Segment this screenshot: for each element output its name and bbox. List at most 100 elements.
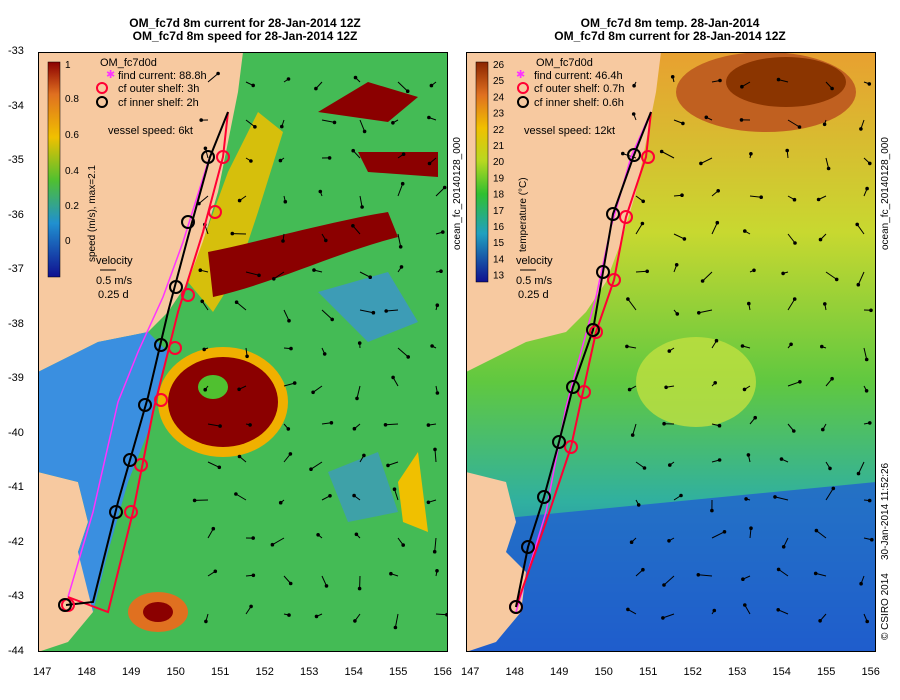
velocity-arrow-icon <box>434 449 437 463</box>
arrow-head-icon <box>776 567 781 572</box>
arrow-head-icon <box>816 197 821 202</box>
arrow-head-icon <box>202 347 206 352</box>
arrow-head-icon <box>662 421 666 426</box>
velocity-arrow-icon <box>273 271 285 280</box>
arrow-head-icon <box>237 454 242 459</box>
right-run-id: ocean_fc_20140128_000 <box>880 137 891 250</box>
arrow-head-icon <box>675 312 680 316</box>
outer-shelf-track-right <box>515 111 652 608</box>
arrow-head-icon <box>203 146 208 151</box>
speed-tick-06: 0.6 <box>65 130 79 141</box>
arrow-head-icon <box>749 526 753 531</box>
arrow-head-icon <box>781 545 786 549</box>
left-legend-inner: cf inner shelf: 2h <box>118 97 199 109</box>
arrow-head-icon <box>322 352 327 356</box>
velocity-arrow-icon <box>435 613 447 616</box>
arrow-head-icon <box>392 487 397 492</box>
velocity-arrow-icon <box>359 119 366 132</box>
left-run-id: ocean_fc_20140128_000 <box>452 137 463 250</box>
x-tick-label: 150 <box>594 666 613 678</box>
arrow-head-icon <box>272 277 276 281</box>
arrow-head-icon <box>245 354 249 359</box>
x-tick-label: 148 <box>505 666 524 678</box>
arrow-head-icon <box>399 265 404 269</box>
temperature-tick: 19 <box>493 173 505 184</box>
arrow-head-icon <box>759 195 764 199</box>
inner-shelf-marker-icon <box>96 96 108 108</box>
arrow-head-icon <box>406 355 411 359</box>
arrow-head-icon <box>753 415 758 420</box>
velocity-arrow-icon <box>359 271 371 278</box>
velocity-arrow-icon <box>272 537 285 546</box>
right-title-line2: OM_fc7d 8m current for 28-Jan-2014 12Z <box>554 29 786 43</box>
arrow-head-icon <box>249 604 253 609</box>
velocity-arrow-icon <box>283 309 290 321</box>
right-velocity-scale: 0.5 m/s <box>516 275 553 287</box>
arrow-head-icon <box>859 581 863 586</box>
temperature-tick: 17 <box>493 206 505 217</box>
arrow-head-icon <box>818 619 822 623</box>
left-title-line1: OM_fc7d 8m current for 28-Jan-2014 12Z <box>129 16 361 30</box>
arrow-head-icon <box>318 189 323 194</box>
speed-tick-1: 1 <box>65 60 71 71</box>
arrow-head-icon <box>831 486 836 491</box>
arrow-head-icon <box>626 607 630 612</box>
inner-shelf-track <box>65 111 229 606</box>
speed-tick-02: 0.2 <box>65 201 79 212</box>
outer-shelf-marker-icon <box>96 82 108 94</box>
arrow-head-icon <box>352 493 356 498</box>
x-tick-label: 149 <box>122 666 141 678</box>
arrow-head-icon <box>353 75 358 80</box>
arrow-head-icon <box>667 349 672 353</box>
temperature-tick: 14 <box>493 254 505 265</box>
velocity-arrow-icon <box>749 195 762 198</box>
right-legend: OM_fc7d0d ✱ find current: 46.4h cf outer… <box>516 57 625 301</box>
right-title-line1: OM_fc7d 8m temp. 28-Jan-2014 <box>580 16 760 30</box>
arrow-head-icon <box>216 71 220 76</box>
velocity-arrow-icon <box>236 301 247 311</box>
arrow-head-icon <box>351 148 356 153</box>
arrow-head-icon <box>198 268 203 272</box>
x-tick-label: 152 <box>683 666 702 678</box>
arrow-head-icon <box>432 549 437 554</box>
arrow-head-icon <box>630 433 635 437</box>
x-tick-label: 155 <box>389 666 408 678</box>
arrow-head-icon <box>429 83 434 88</box>
arrow-head-icon <box>739 118 744 122</box>
arrow-head-icon <box>746 453 751 457</box>
arrow-head-icon <box>286 77 291 81</box>
left-velocity-label: velocity <box>96 255 133 267</box>
right-velocity-label: velocity <box>516 255 553 267</box>
arrow-head-icon <box>237 387 241 392</box>
right-vessel-speed: vessel speed: 12kt <box>524 125 615 137</box>
x-tick-label: 148 <box>77 666 96 678</box>
arrow-head-icon <box>869 308 873 313</box>
arrow-head-icon <box>640 221 645 226</box>
arrow-head-icon <box>192 498 197 503</box>
arrow-head-icon <box>821 427 825 432</box>
arrow-head-icon <box>826 166 831 171</box>
outer-shelf-marker-icon-right <box>517 82 529 94</box>
temperature-tick: 15 <box>493 238 505 249</box>
velocity-arrow-icon <box>663 575 675 586</box>
velocity-arrow-icon <box>825 271 837 280</box>
arrow-head-icon <box>283 199 288 204</box>
arrow-head-icon <box>744 497 748 501</box>
arrow-head-icon <box>351 224 355 228</box>
velocity-arrow-icon <box>661 151 675 159</box>
speed-map-panel: 1 0.8 0.6 0.4 0.2 0 speed (m/s), max=2.1… <box>38 52 448 652</box>
arrow-head-icon <box>645 269 649 274</box>
x-tick-label: 151 <box>211 666 230 678</box>
temperature-tick: 22 <box>493 125 505 136</box>
arrow-head-icon <box>332 120 337 125</box>
velocity-arrow-icon <box>245 119 256 128</box>
arrow-head-icon <box>292 381 297 385</box>
arrow-head-icon <box>316 533 320 537</box>
arrow-head-icon <box>427 161 432 166</box>
arrow-head-icon <box>400 181 405 186</box>
arrow-head-icon <box>426 500 431 505</box>
arrow-head-icon <box>864 357 869 362</box>
arrow-head-icon <box>662 583 666 587</box>
arrow-head-icon <box>828 466 832 471</box>
arrow-head-icon <box>864 389 869 393</box>
